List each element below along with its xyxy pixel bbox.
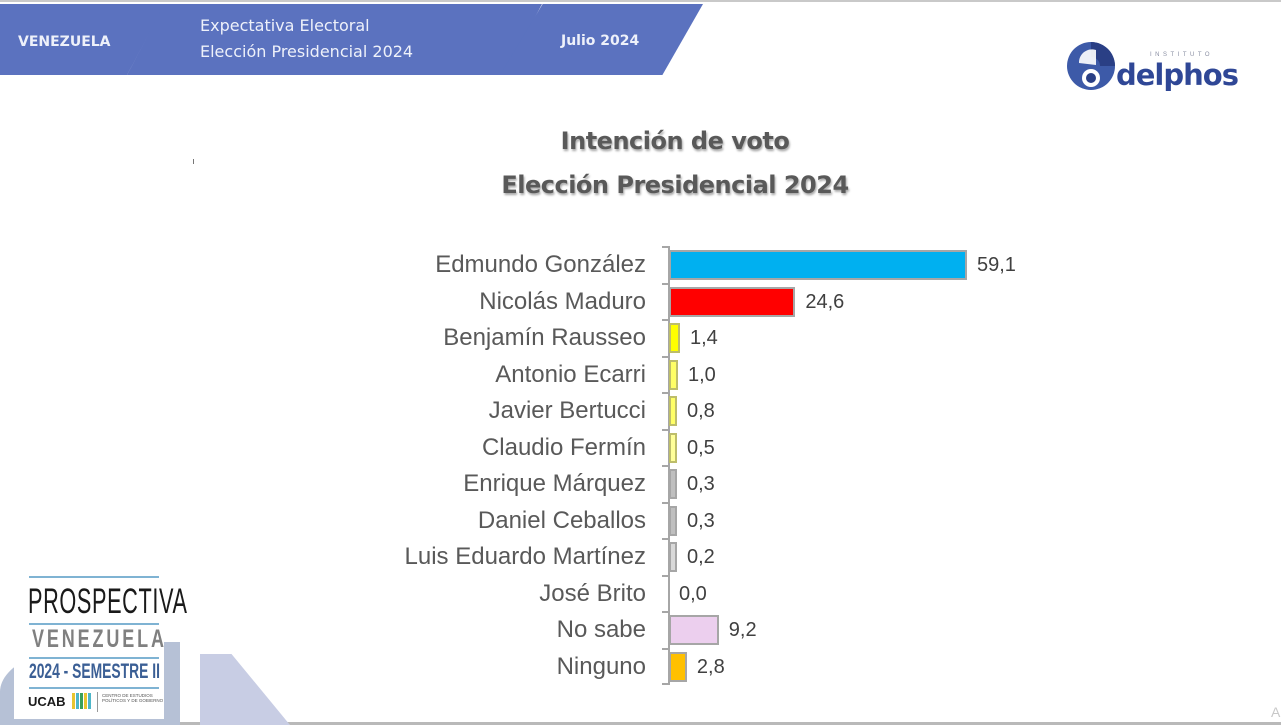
value-label: 0,3 [687,473,715,495]
bar [669,651,687,682]
chart-row: Claudio Fermín 0,5 [300,428,1100,466]
divider [29,657,159,659]
chart-subtitle: Elección Presidencial 2024 [501,171,849,199]
badge-line3: 2024 - SEMESTRE II [29,660,160,683]
category-label: Daniel Ceballos [477,506,646,534]
ucab-logo-text: UCAB [28,694,66,709]
ucab-center-name: CENTRO DE ESTUDIOS POLÍTICOS Y DE GOBIER… [102,693,164,703]
chart-row: Benjamín Rausseo 1,4 [300,319,1100,356]
corner-text: A [1271,704,1281,720]
category-label: No sabe [556,616,646,643]
category-label: Edmundo González [435,251,646,278]
axis-tick [662,355,669,358]
divider [97,692,98,712]
axis-tick [662,501,669,504]
value-label: 0,8 [687,400,715,422]
category-label: Antonio Ecarri [495,360,646,388]
bar [669,396,677,426]
bar [669,505,677,536]
chart-row: Antonio Ecarri 1,0 [300,355,1100,393]
value-label: 0,5 [687,436,715,459]
value-label: 1,0 [687,363,716,386]
bar [669,250,967,280]
axis-tick [662,246,669,248]
axis-tick [662,282,669,285]
logo-name: delphos [1116,58,1239,92]
value-label: 0,2 [687,546,715,568]
chart-row: Ninguno 2,8 [300,647,1100,685]
chart-row: Luis Eduardo Martínez 0,2 [300,538,1100,575]
axis-tick [662,319,669,321]
value-label: 0,3 [687,509,715,532]
bar [669,286,796,317]
report-title-line1: Expectativa Electoral [200,16,370,35]
category-label: Nicolás Maduro [479,287,646,315]
axis-tick [662,465,669,467]
value-label: 59,1 [977,254,1016,276]
badge-line1: PROSPECTIVA [28,582,188,621]
value-label: 1,4 [689,327,718,349]
ucab-logo-icon [72,693,92,709]
category-label: Claudio Fermín [481,433,646,461]
delphos-logo: INSTITUTO delphos [1066,38,1239,98]
category-label: José Brito [539,579,646,607]
background-shape [200,654,290,725]
axis-tick [662,392,669,394]
axis-tick [662,574,669,577]
bar [669,432,677,463]
chart-title: Intención de voto [560,127,790,155]
chart-row: Daniel Ceballos 0,3 [300,501,1100,539]
axis-tick [662,611,669,613]
divider [29,687,159,689]
country-label: VENEZUELA [18,34,111,50]
bar [669,323,680,353]
artifact-mark [193,159,194,164]
divider [29,576,159,578]
axis-tick [662,428,669,431]
axis-tick [662,538,669,540]
category-label: Benjamín Rausseo [443,324,646,351]
chart-row: No sabe 9,2 [300,611,1100,648]
category-label: Ninguno [556,652,646,680]
bar [669,469,677,499]
value-label: 2,8 [696,655,725,678]
bar-chart: Edmundo González 59,1 Nicolás Maduro 24,6 Be… [300,246,1100,686]
value-label: 0,0 [679,582,707,605]
date-label: Julio 2024 [561,33,640,49]
category-label: Javier Bertucci [488,397,646,424]
value-label: 9,2 [728,619,757,641]
header-banner: VENEZUELA Expectativa Electoral Elección… [0,4,710,75]
category-label: Luis Eduardo Martínez [404,543,646,570]
bar [669,359,678,390]
axis-end-tick [662,683,669,685]
prospectiva-badge: PROSPECTIVA VENEZUELA 2024 - SEMESTRE II… [14,574,187,719]
logo-instituto-text: INSTITUTO [1150,52,1214,58]
axis-tick [662,647,669,650]
divider [29,623,159,625]
chart-row: José Brito 0,0 [300,574,1100,612]
badge-line2: VENEZUELA [32,625,167,653]
chart-row: Javier Bertucci 0,8 [300,392,1100,429]
category-label: Enrique Márquez [463,470,646,497]
value-label: 24,6 [805,290,845,313]
chart-row: Nicolás Maduro 24,6 [300,282,1100,320]
banner-segment-title [127,4,542,75]
bar [669,615,719,645]
delphos-logo-icon [1067,42,1115,90]
chart-row: Edmundo González 59,1 [300,246,1100,283]
y-axis-line [668,246,670,685]
chart-row: Enrique Márquez 0,3 [300,465,1100,502]
bar [669,542,677,572]
report-title-line2: Elección Presidencial 2024 [200,42,414,61]
